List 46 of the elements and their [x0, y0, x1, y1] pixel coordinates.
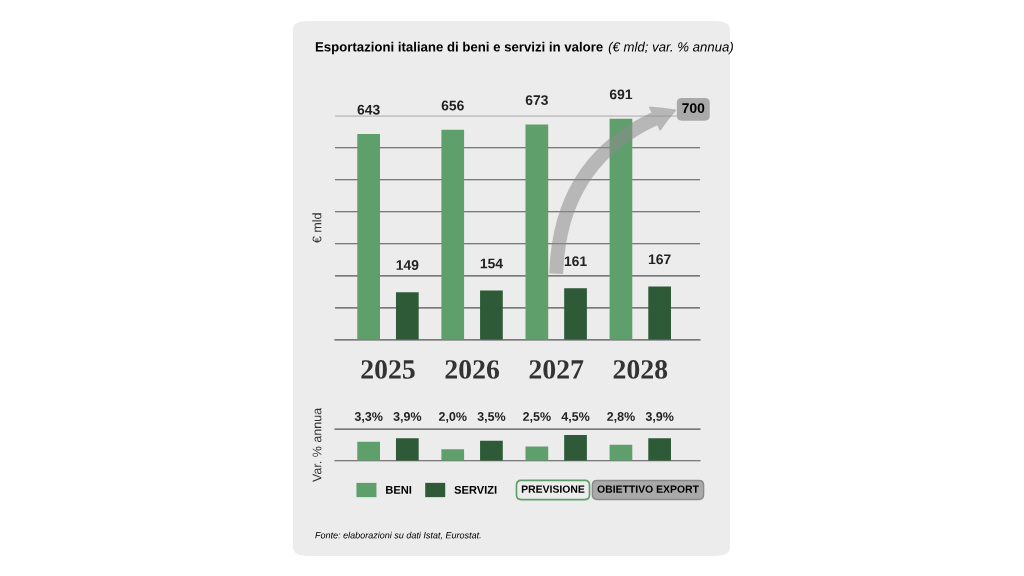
bar: [480, 290, 503, 340]
bar: [357, 134, 380, 340]
data-label: 149: [396, 260, 419, 270]
data-label: 161: [564, 256, 587, 267]
legend-label: SERVIZI: [454, 485, 497, 494]
data-label: 4,5%: [561, 412, 590, 423]
data-label: 643: [357, 104, 380, 115]
bar: [357, 441, 380, 461]
source-note: Fonte: elaborazioni su dati Istat, Eurostat.: [315, 531, 481, 540]
bar: [395, 438, 419, 461]
x-tick-label: 2026: [445, 360, 500, 379]
bar: [525, 446, 549, 461]
bar: [564, 434, 587, 461]
bar: [441, 129, 465, 340]
text: 700: [682, 103, 705, 114]
x-tick-label: 2028: [613, 360, 668, 379]
text: PREVISIONE: [521, 485, 585, 493]
data-label: 2,8%: [607, 412, 635, 423]
data-label: 2,0%: [438, 412, 467, 423]
data-label: 673: [525, 95, 548, 106]
chart-subtitle: (€ mld; var. % annua): [608, 41, 733, 55]
chart-title: Esportazioni italiane di beni e servizi in valore: [315, 41, 603, 55]
data-label: 154: [480, 258, 503, 269]
legend-label: BENI: [386, 485, 412, 494]
data-label: 3,5%: [477, 412, 506, 423]
text: OBIETTIVO EXPORT: [597, 485, 699, 493]
data-label: 691: [609, 89, 633, 100]
x-tick-label: 2025: [361, 360, 415, 379]
data-label: 3,9%: [393, 412, 422, 423]
bar: [648, 286, 671, 340]
bar: [395, 292, 419, 340]
data-label: 2,5%: [523, 412, 551, 423]
bar: [441, 449, 465, 461]
bar: [480, 440, 503, 461]
data-label: 167: [648, 254, 671, 265]
data-label: 3,9%: [645, 412, 674, 423]
x-tick-label: 2027: [529, 360, 584, 379]
bar: [564, 288, 587, 340]
bar: [609, 444, 633, 461]
bar: [525, 124, 549, 340]
data-label: 656: [441, 100, 464, 111]
data-label: 3,3%: [354, 412, 383, 423]
bar: [609, 118, 633, 340]
bar: [648, 438, 671, 461]
y-axis-title: Var. % annua: [312, 407, 322, 482]
y-axis-title: € mld: [312, 213, 322, 243]
